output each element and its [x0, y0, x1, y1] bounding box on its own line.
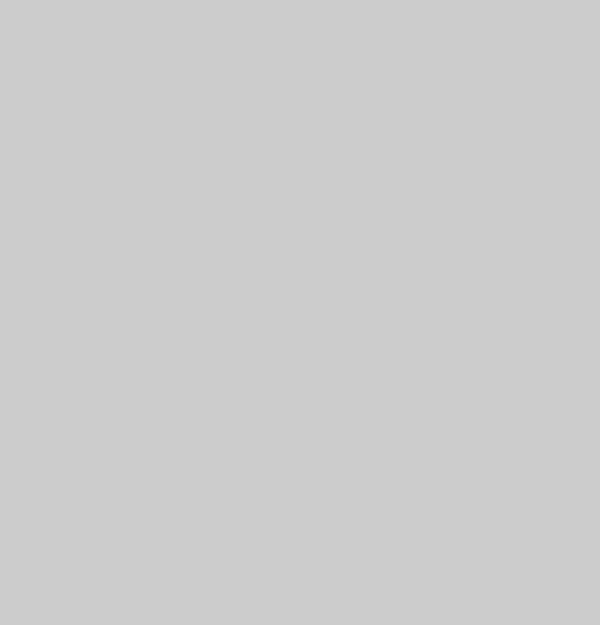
Bar [85, 274, 150, 316]
Polygon shape [30, 138, 200, 350]
Polygon shape [0, 138, 600, 171]
Polygon shape [360, 180, 395, 452]
Text: Churchward Drive: Churchward Drive [550, 284, 594, 382]
Polygon shape [300, 171, 560, 367]
Text: 45: 45 [294, 234, 337, 263]
Polygon shape [195, 312, 560, 338]
Polygon shape [0, 452, 600, 503]
Text: 45, MOOR FURLONG, STRETTON, BURTON-ON-TRENT, DE13 0PD: 45, MOOR FURLONG, STRETTON, BURTON-ON-TR… [29, 31, 571, 46]
Bar [340, 422, 420, 448]
Polygon shape [195, 180, 230, 452]
Bar [5, 253, 65, 299]
Bar [430, 363, 510, 409]
Text: Map shows position and indicative extent of the property.: Map shows position and indicative extent… [108, 79, 492, 92]
Bar [220, 422, 300, 448]
Bar [85, 206, 150, 248]
Bar [85, 342, 150, 384]
Polygon shape [0, 138, 115, 239]
Bar [250, 142, 330, 163]
Bar [150, 142, 230, 163]
Bar [460, 422, 540, 448]
Bar [5, 397, 65, 444]
Text: Moor Furlong: Moor Furlong [50, 156, 100, 221]
Bar [5, 184, 75, 231]
Polygon shape [0, 291, 90, 452]
Text: ~34.4m: ~34.4m [274, 314, 334, 328]
Bar [430, 286, 510, 333]
Bar [5, 324, 65, 371]
Text: Contains OS data © Crown copyright and database right 2021. This information is : Contains OS data © Crown copyright and d… [18, 518, 596, 570]
Bar [350, 142, 430, 163]
Polygon shape [510, 138, 600, 180]
Bar [430, 201, 510, 248]
Text: Moor Furlong: Moor Furlong [43, 318, 77, 390]
Bar [100, 422, 180, 448]
Polygon shape [530, 138, 600, 503]
Text: ~331m²/~0.082ac.: ~331m²/~0.082ac. [199, 166, 401, 185]
Text: ~17.1m: ~17.1m [163, 216, 177, 276]
Polygon shape [218, 210, 395, 286]
